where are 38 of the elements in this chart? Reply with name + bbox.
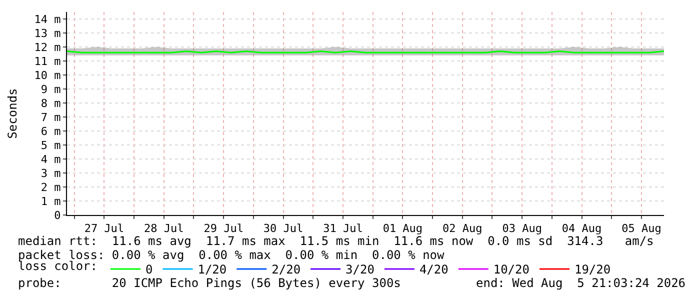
y-tick-label: 4 m bbox=[40, 152, 62, 166]
text: median rtt: 11.6 ms avg 11.7 ms max 11.5 ms min 11.6 ms now 0.0 ms sd 314.3 am/s bbox=[18, 234, 654, 248]
x-tick-label: 30 Jul bbox=[263, 222, 304, 236]
y-tick-label: 14 m bbox=[34, 12, 62, 26]
legend-label: 1/20 bbox=[198, 262, 227, 277]
x-tick-label: 05 Aug bbox=[622, 222, 662, 236]
legend-label: 19/20 bbox=[574, 262, 611, 277]
y-tick-label: 11 m bbox=[34, 54, 62, 68]
y-axis-title: Seconds bbox=[6, 88, 20, 139]
x-tick-label: 31 Jul bbox=[323, 222, 363, 236]
x-tick-label: 02 Aug bbox=[442, 222, 482, 236]
y-tick-label: 12 m bbox=[34, 40, 62, 54]
legend-label: 3/20 bbox=[346, 262, 374, 277]
y-tick-label: 9 m bbox=[40, 82, 62, 96]
x-tick-label: 03 Aug bbox=[502, 222, 542, 236]
x-tick-label: 28 Jul bbox=[144, 222, 184, 236]
text: end: Wed Aug 5 21:03:24 2026 bbox=[476, 276, 686, 290]
x-tick-label: 27 Jul bbox=[84, 222, 124, 236]
legend-label: 4/20 bbox=[419, 262, 448, 277]
x-tick-label: 29 Jul bbox=[204, 222, 244, 236]
legend-label: 2/20 bbox=[272, 262, 301, 277]
text: packet loss: 0.00 % avg 0.00 % max 0.00 % min 0.00 % now bbox=[18, 248, 446, 262]
text: probe: 20 ICMP Echo Pings (56 Bytes) every 300s bbox=[18, 276, 401, 290]
y-tick-label: 6 m bbox=[40, 124, 62, 138]
y-tick-label: 2 m bbox=[40, 180, 62, 194]
y-tick-label: 1 m bbox=[40, 194, 62, 208]
x-tick-label: 01 Aug bbox=[382, 222, 423, 236]
y-tick-label: 3 m bbox=[40, 166, 62, 180]
legend-label: 0 bbox=[146, 262, 153, 277]
y-tick-label: 5 m bbox=[40, 138, 62, 152]
legend-title: loss color: bbox=[18, 259, 98, 274]
y-tick-label: 13 m bbox=[34, 26, 62, 40]
y-tick-label: 7 m bbox=[40, 110, 62, 124]
legend-label: 10/20 bbox=[493, 262, 530, 277]
y-tick-label: 0 bbox=[54, 208, 61, 222]
y-tick-label: 10 m bbox=[34, 68, 62, 82]
x-tick-label: 04 Aug bbox=[562, 222, 602, 236]
y-tick-label: 8 m bbox=[40, 96, 62, 110]
